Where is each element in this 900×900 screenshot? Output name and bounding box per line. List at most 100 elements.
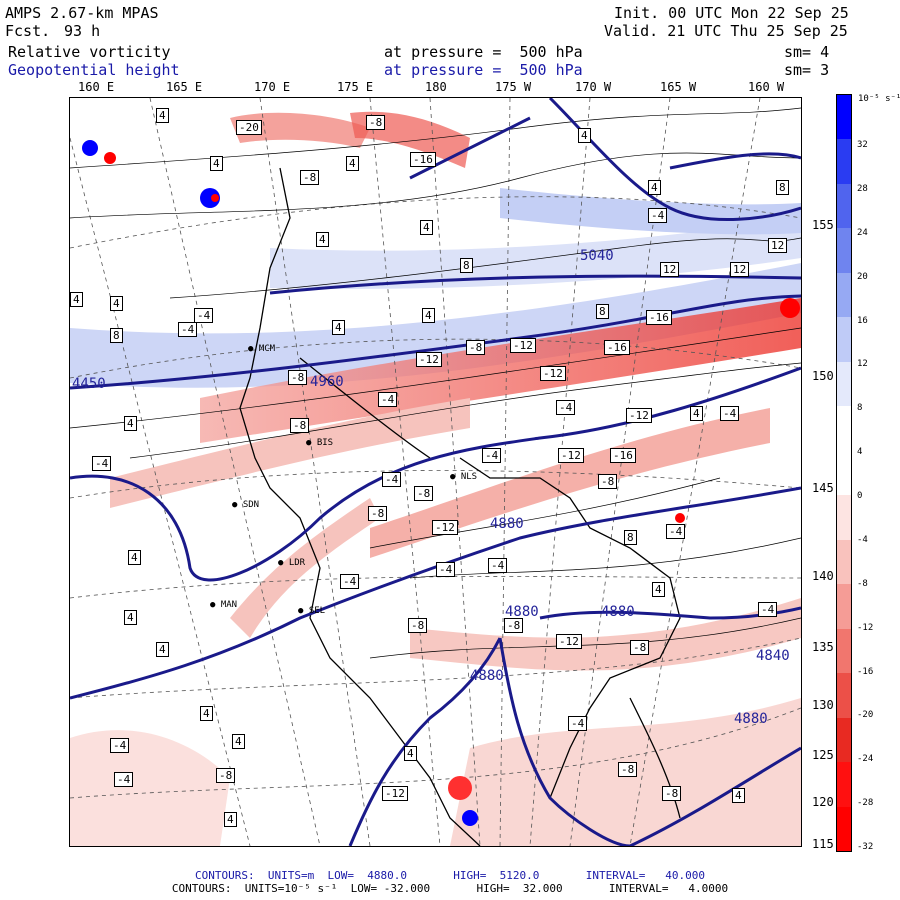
station-label: BIS xyxy=(316,438,334,448)
field2-name: Geopotential height xyxy=(8,61,180,79)
vorticity-label: 8 xyxy=(596,304,609,319)
height-label: 4880 xyxy=(490,516,524,532)
vorticity-label: 4 xyxy=(210,156,223,171)
vorticity-label: -12 xyxy=(510,338,536,353)
vorticity-label: -8 xyxy=(368,506,388,521)
vorticity-label: -4 xyxy=(648,208,668,223)
colorbar-label: -28 xyxy=(857,798,874,809)
vorticity-label: -4 xyxy=(92,456,112,471)
vorticity-label: -16 xyxy=(604,340,630,355)
colorbar xyxy=(836,94,852,852)
colorbar-label: 12 xyxy=(857,359,868,370)
vorticity-extrema xyxy=(82,140,800,826)
vorticity-label: -8 xyxy=(630,640,650,655)
vorticity-label: -12 xyxy=(416,352,442,367)
vorticity-label: -16 xyxy=(646,310,672,325)
vorticity-label: 4 xyxy=(200,706,213,721)
vorticity-label: 8 xyxy=(776,180,789,195)
field2-smoothing: sm= 3 xyxy=(784,61,830,79)
field1-smoothing: sm= 4 xyxy=(784,43,830,61)
colorbar-segment xyxy=(837,628,851,674)
colorbar-segment xyxy=(837,317,851,362)
vorticity-label: -12 xyxy=(432,520,458,535)
vorticity-label: 4 xyxy=(652,582,665,597)
vorticity-label: 4 xyxy=(332,320,345,335)
vorticity-label: 4 xyxy=(156,108,169,123)
lon-tick: 170 E xyxy=(254,80,291,94)
colorbar-segment xyxy=(837,95,851,140)
colorbar-segment xyxy=(837,139,851,184)
vorticity-label: -8 xyxy=(290,418,310,433)
vorticity-label: -4 xyxy=(378,392,398,407)
station-label: MCM xyxy=(258,344,276,354)
vorticity-label: 4 xyxy=(578,128,591,143)
positive-vorticity-band xyxy=(70,263,801,388)
vorticity-label: -12 xyxy=(626,408,652,423)
init-time: Init. 00 UTC Mon 22 Sep 25 xyxy=(614,4,849,22)
vorticity-label: 4 xyxy=(346,156,359,171)
model-title: AMPS 2.67-km MPAS xyxy=(5,4,159,22)
colorbar-label: 28 xyxy=(857,183,868,194)
vorticity-label: 8 xyxy=(110,328,123,343)
lon-tick: 165 W xyxy=(660,80,697,94)
colorbar-segment xyxy=(837,717,851,763)
station-label: LDR xyxy=(288,558,306,568)
station-label: MAN xyxy=(220,600,238,610)
station-label: SEL xyxy=(308,606,326,616)
lon-tick: 160 E xyxy=(78,80,115,94)
colorbar-label: -8 xyxy=(857,578,868,589)
vorticity-label: -8 xyxy=(366,115,386,130)
lon-tick: 165 E xyxy=(166,80,203,94)
vorticity-label: 4 xyxy=(732,788,745,803)
vorticity-label: -8 xyxy=(504,618,524,633)
vorticity-label: -4 xyxy=(758,602,778,617)
negative-vorticity-band xyxy=(200,298,801,443)
colorbar-label: -4 xyxy=(857,534,868,545)
forecast-hour: 93 h xyxy=(64,22,101,40)
lon-tick: 170 W xyxy=(575,80,612,94)
vorticity-label: -8 xyxy=(300,170,320,185)
height-label: 4880 xyxy=(601,604,635,620)
vorticity-label: 4 xyxy=(128,550,141,565)
vorticity-label: -16 xyxy=(410,152,436,167)
station-marker: ● BIS xyxy=(306,438,334,448)
vorticity-label: 4 xyxy=(124,416,137,431)
vorticity-label: -4 xyxy=(114,772,134,787)
colorbar-segment xyxy=(837,406,851,451)
vorticity-label: -8 xyxy=(618,762,638,777)
negative-vorticity-band xyxy=(410,598,801,671)
vorticity-label: 4 xyxy=(690,406,703,421)
vorticity-label: -12 xyxy=(558,448,584,463)
vorticity-label: -4 xyxy=(382,472,402,487)
negative-vorticity-band xyxy=(230,498,380,638)
colorbar-segment xyxy=(837,450,851,496)
forecast-label: Fcst. xyxy=(5,22,51,40)
colorbar-label: 32 xyxy=(857,140,868,150)
vorticity-label: -4 xyxy=(340,574,360,589)
vorticity-label: 4 xyxy=(422,308,435,323)
field2-level: at pressure = 500 hPa xyxy=(384,61,583,79)
colorbar-label: -20 xyxy=(857,710,874,721)
vorticity-contour-info: CONTOURS: UNITS=10⁻⁵ s⁻¹ LOW= -32.000 HI… xyxy=(171,882,729,895)
vorticity-label: 8 xyxy=(624,530,637,545)
field1-level: at pressure = 500 hPa xyxy=(384,43,583,61)
colorbar-segment xyxy=(837,539,851,585)
colorbar-label: 16 xyxy=(857,315,868,326)
colorbar-segment xyxy=(837,495,851,540)
station-marker: ● MCM xyxy=(248,344,276,354)
colorbar-segment xyxy=(837,762,851,807)
vorticity-label: -8 xyxy=(414,486,434,501)
station-marker: ● NLS xyxy=(450,472,478,482)
vorticity-label: -4 xyxy=(436,562,456,577)
vorticity-label: -4 xyxy=(110,738,130,753)
station-marker: ● SEL xyxy=(298,606,326,616)
vorticity-label: 4 xyxy=(124,610,137,625)
lon-tick: 180 xyxy=(425,80,447,94)
vorticity-label: 4 xyxy=(404,746,417,761)
vorticity-label: -4 xyxy=(666,524,686,539)
vorticity-label: 4 xyxy=(420,220,433,235)
vorticity-label: -4 xyxy=(488,558,508,573)
colorbar-unit: 10⁻⁵ s⁻¹ xyxy=(858,94,900,104)
colorbar-segment xyxy=(837,361,851,407)
lon-tick: 160 W xyxy=(748,80,785,94)
